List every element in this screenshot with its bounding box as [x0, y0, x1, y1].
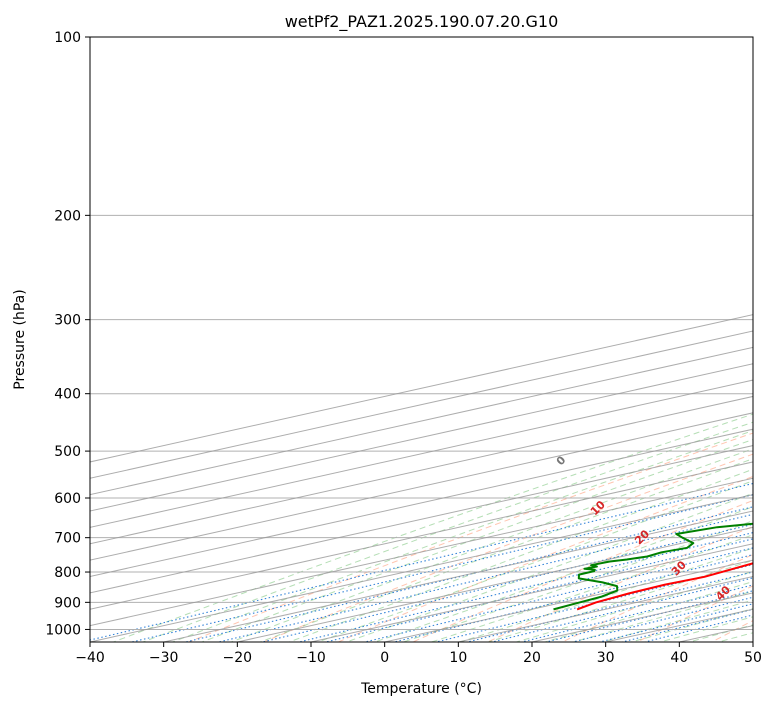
moist-adiabat: [200, 438, 753, 642]
mixing-ratio-line: [260, 523, 753, 642]
moist-adiabat: [486, 559, 753, 642]
isotherm: [161, 510, 753, 642]
moist-adiabat: [457, 547, 753, 642]
mixing-ratio-line: [296, 532, 753, 642]
background-lines: [90, 37, 775, 654]
y-axis-ticks: 100 200 300 400 500 600 700 800 900 1000: [45, 30, 90, 638]
moist-adiabat: [258, 458, 753, 642]
isotherm: [235, 526, 753, 642]
dry-adiabat: [635, 585, 753, 642]
dry-adiabat: [262, 453, 753, 642]
mixing-ratio-line: [619, 608, 753, 642]
plot-frame: [89, 36, 754, 643]
mixing-ratio-line: [570, 596, 753, 642]
x-tick-label: −20: [223, 650, 253, 666]
mixing-ratio-line: [183, 506, 753, 642]
dewpoint-line: [553, 522, 753, 611]
moist-adiabat: [600, 599, 753, 642]
dry-adiabat: [765, 37, 775, 654]
moist-adiabat-label: 20: [632, 527, 652, 547]
moist-adiabat: [514, 570, 753, 642]
x-tick-label: −30: [149, 650, 179, 666]
chart-title: wetPf2_PAZ1.2025.190.07.20.G10: [285, 12, 559, 32]
isotherm: [90, 477, 753, 627]
dry-adiabat: [411, 499, 753, 642]
mixing-ratio-line: [519, 584, 753, 642]
y-tick-label: 900: [54, 595, 81, 611]
x-tick-label: 10: [449, 650, 467, 666]
x-axis-title: Temperature (°C): [360, 681, 482, 697]
dry-adiabat: [561, 554, 753, 642]
moist-adiabat: [687, 624, 753, 642]
isotherm: [90, 461, 753, 610]
background-line-labels: -100-90-80-70-60-50-40-30-20-100.10.20.4…: [554, 453, 734, 603]
x-tick-label: 0: [380, 650, 389, 666]
isotherm: [750, 641, 753, 642]
dry-adiabat: [486, 525, 753, 642]
y-tick-label: 700: [54, 531, 81, 547]
moist-adiabat: [373, 506, 753, 642]
mixing-ratio-line: [216, 513, 753, 642]
isotherm: [90, 428, 753, 578]
moist-adiabat-label: 10: [588, 498, 608, 518]
y-axis-title: Pressure (hPa): [12, 289, 28, 389]
isotherm: [90, 314, 753, 463]
y-tick-label: 500: [54, 444, 81, 460]
mixing-ratio-line: [465, 571, 753, 642]
mixing-ratio-line: [362, 547, 753, 642]
y-tick-label: 200: [54, 208, 81, 224]
isotherm: [90, 445, 753, 594]
moist-adiabat: [344, 492, 753, 642]
moist-adiabat: [571, 590, 753, 642]
dry-adiabat: [710, 620, 753, 642]
moist-adiabat: [112, 413, 753, 642]
isotherm: [603, 608, 753, 642]
mixing-ratio-line: [642, 614, 753, 642]
x-tick-label: −10: [296, 650, 326, 666]
isotherm: [382, 559, 753, 642]
isotherm: [529, 592, 753, 642]
sounding-profiles: [553, 522, 753, 611]
y-tick-label: 1000: [45, 622, 81, 638]
isotherm: [90, 412, 753, 561]
isotherm: [90, 330, 753, 479]
y-tick-label: 300: [54, 313, 81, 329]
moist-adiabat: [658, 616, 753, 642]
y-tick-label: 100: [54, 30, 81, 46]
x-tick-label: 40: [670, 650, 688, 666]
y-tick-label: 800: [54, 565, 81, 581]
y-tick-label: 400: [54, 387, 81, 403]
x-tick-label: −40: [75, 650, 105, 666]
mixing-ratio-line: [489, 577, 753, 642]
mixing-ratio-line: [323, 538, 753, 642]
moist-adiabat: [401, 520, 753, 642]
x-tick-label: 20: [523, 650, 541, 666]
x-tick-label: 50: [744, 650, 762, 666]
y-tick-label: 600: [54, 491, 81, 507]
isotherm: [308, 543, 753, 642]
mixing-ratio-line: [90, 482, 753, 641]
x-axis-ticks: −40 −30 −20 −10 0 10 20 30 40 50: [75, 642, 762, 666]
isotherm: [456, 576, 753, 642]
x-tick-label: 30: [597, 650, 615, 666]
mixing-ratio-line: [543, 590, 753, 642]
isotherm: [90, 494, 753, 642]
moist-adiabat: [543, 581, 753, 642]
